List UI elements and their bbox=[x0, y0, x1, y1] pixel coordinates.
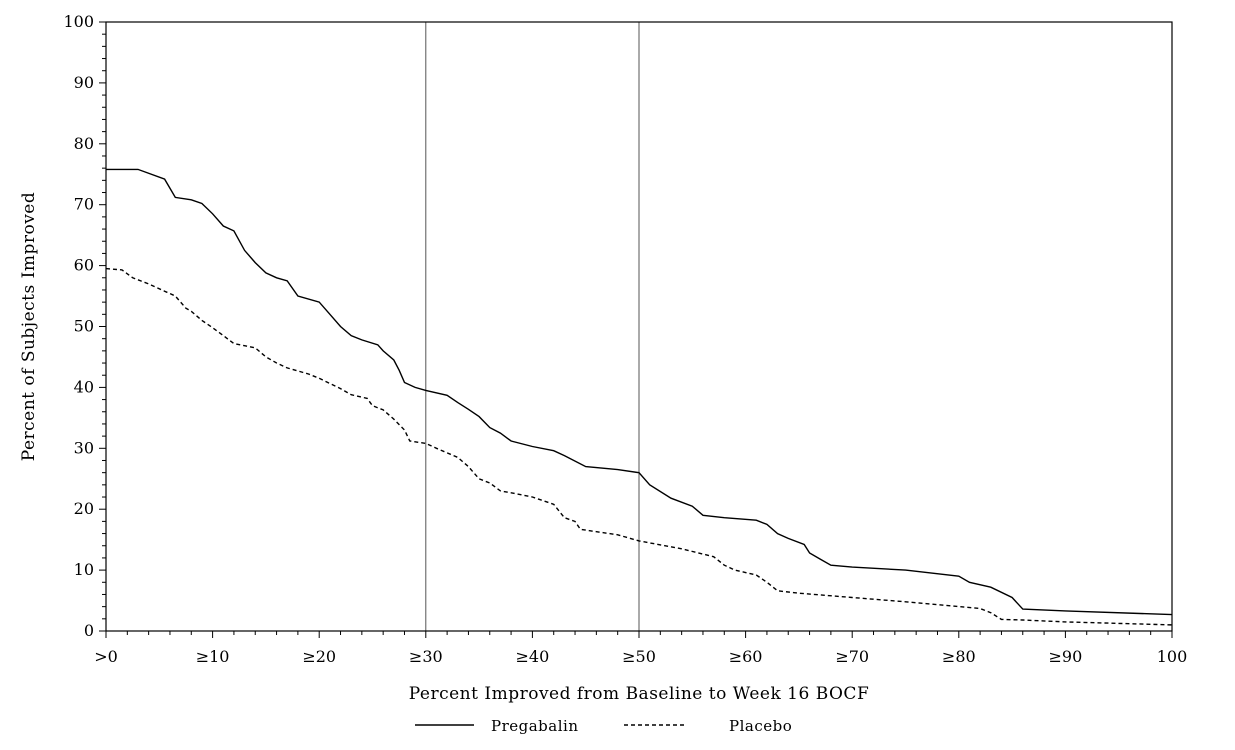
legend: Pregabalin Placebo bbox=[415, 717, 792, 735]
y-tick-label: 40 bbox=[74, 377, 94, 396]
y-tick-label: 10 bbox=[74, 560, 94, 579]
y-tick-label: 90 bbox=[74, 73, 94, 92]
y-tick-label: 60 bbox=[74, 256, 94, 275]
x-tick-label: ≥80 bbox=[942, 647, 976, 666]
x-tick-label: ≥30 bbox=[409, 647, 443, 666]
y-tick-label: 30 bbox=[74, 438, 94, 457]
y-axis-title: Percent of Subjects Improved bbox=[19, 192, 39, 461]
y-tick-label: 50 bbox=[74, 317, 94, 336]
y-tick-label: 100 bbox=[63, 12, 94, 31]
x-tick-label: >0 bbox=[94, 647, 118, 666]
x-tick-label: ≥70 bbox=[835, 647, 869, 666]
x-tick-label: ≥40 bbox=[516, 647, 550, 666]
x-tick-label: ≥20 bbox=[302, 647, 336, 666]
x-axis-title: Percent Improved from Baseline to Week 1… bbox=[409, 684, 870, 704]
legend-label-placebo: Placebo bbox=[729, 717, 792, 735]
legend-label-pregabalin: Pregabalin bbox=[491, 717, 579, 735]
x-tick-label: ≥50 bbox=[622, 647, 656, 666]
y-tick-label: 0 bbox=[84, 621, 94, 640]
axes: 0 10 20 30 40 50 60 70 80 90 100 >0 ≥10 ≥20 ≥30 ≥40 ≥50 ≥… bbox=[63, 12, 1187, 666]
series-line-pregabalin bbox=[106, 168, 1173, 616]
y-tick-label: 20 bbox=[74, 499, 94, 518]
x-tick-label: ≥60 bbox=[729, 647, 763, 666]
x-tick-label: ≥10 bbox=[196, 647, 230, 666]
x-tick-label: ≥90 bbox=[1049, 647, 1083, 666]
y-tick-label: 80 bbox=[74, 134, 94, 153]
y-tick-label: 70 bbox=[74, 195, 94, 214]
plot-area bbox=[105, 22, 1173, 631]
x-tick-label: 100 bbox=[1157, 647, 1188, 666]
